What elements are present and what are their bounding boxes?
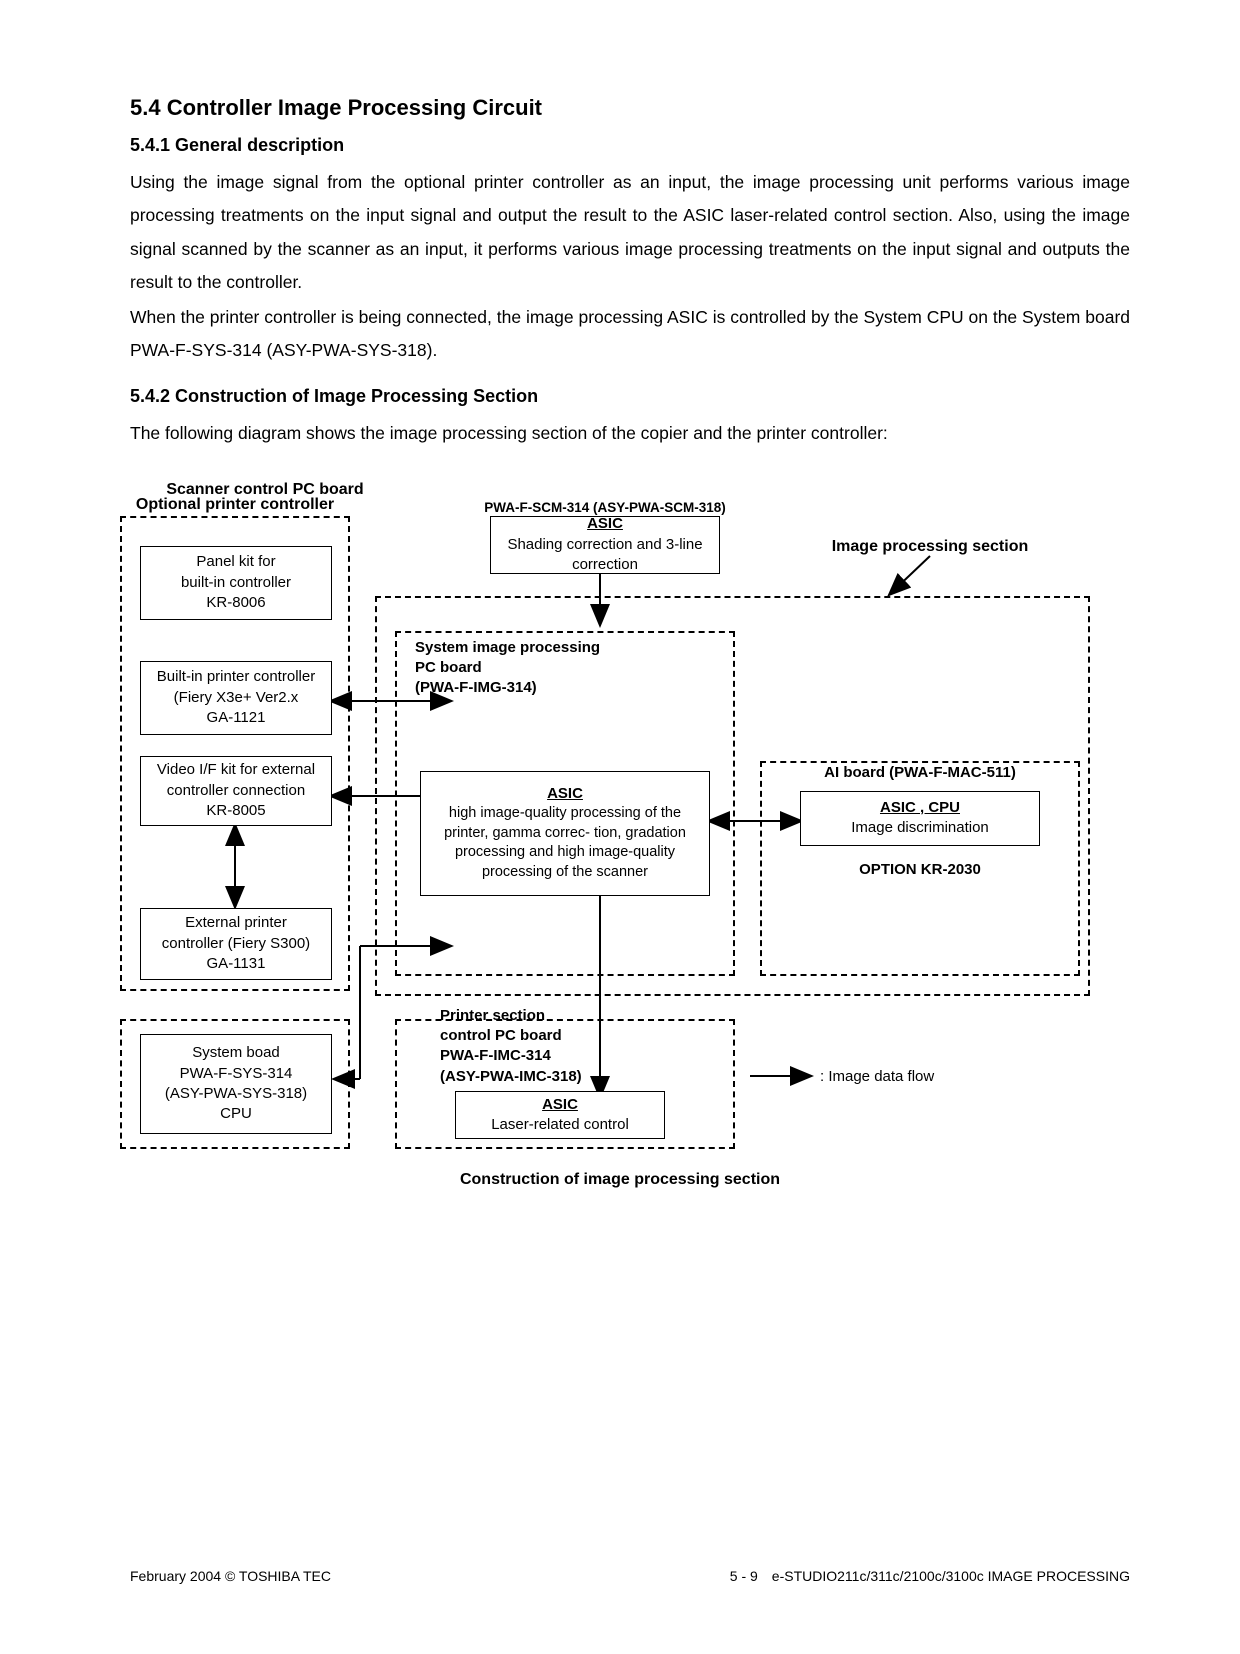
scanner-asic-box: ASIC Shading correction and 3-line corre… <box>490 516 720 574</box>
sysboard-box: System boad PWA-F-SYS-314 (ASY-PWA-SYS-3… <box>140 1034 332 1134</box>
img-asic-body: high image-quality processing of the pri… <box>425 804 705 882</box>
footer-left: February 2004 © TOSHIBA TEC <box>130 1568 331 1584</box>
ai-board-label: AI board (PWA-F-MAC-511) <box>770 764 1070 781</box>
scanner-sublabel: PWA-F-SCM-314 (ASY-PWA-SCM-318) <box>460 500 750 515</box>
panel-kit-box: Panel kit for built-in controller KR-800… <box>140 546 332 620</box>
img-asic-title: ASIC <box>547 784 583 804</box>
paragraph-1: Using the image signal from the optional… <box>130 166 1130 299</box>
scanner-asic-body: Shading correction and 3-line correction <box>495 535 715 576</box>
printer-asic-body: Laser-related control <box>491 1115 629 1135</box>
diagram-caption: Construction of image processing section <box>120 1171 1120 1189</box>
section-heading: 5.4 Controller Image Processing Circuit <box>130 95 1130 121</box>
ai-asic-body: Image discrimination <box>851 818 989 838</box>
img-asic-box: ASIC high image-quality processing of th… <box>420 771 710 896</box>
printer-section-label: Printer section control PC board PWA-F-I… <box>440 1006 582 1087</box>
printer-asic-title: ASIC <box>542 1095 578 1115</box>
paragraph-3: The following diagram shows the image pr… <box>130 417 1130 450</box>
footer-right: 5 - 9 e-STUDIO211c/311c/2100c/3100c IMAG… <box>730 1568 1130 1584</box>
legend-text: : Image data flow <box>820 1068 934 1085</box>
external-controller-box: External printer controller (Fiery S300)… <box>140 908 332 980</box>
builtin-controller-box: Built-in printer controller (Fiery X3e+ … <box>140 661 332 735</box>
page-footer: February 2004 © TOSHIBA TEC 5 - 9 e-STUD… <box>130 1568 1130 1584</box>
subsection-heading-2: 5.4.2 Construction of Image Processing S… <box>130 386 1130 407</box>
scanner-asic-title: ASIC <box>587 514 623 534</box>
printer-asic-box: ASIC Laser-related control <box>455 1091 665 1139</box>
ai-asic-title: ASIC , CPU <box>880 798 960 818</box>
subsection-heading-1: 5.4.1 General description <box>130 135 1130 156</box>
option-kr-label: OPTION KR-2030 <box>800 861 1040 878</box>
scanner-label: Scanner control PC board <box>120 481 410 499</box>
ai-asic-box: ASIC , CPU Image discrimination <box>800 791 1040 846</box>
block-diagram: Optional printer controller Scanner cont… <box>120 476 1120 1196</box>
video-if-box: Video I/F kit for external controller co… <box>140 756 332 826</box>
sys-img-label: System image processing PC board (PWA-F-… <box>415 638 600 699</box>
paragraph-2: When the printer controller is being con… <box>130 301 1130 368</box>
img-section-label: Image processing section <box>785 538 1075 556</box>
